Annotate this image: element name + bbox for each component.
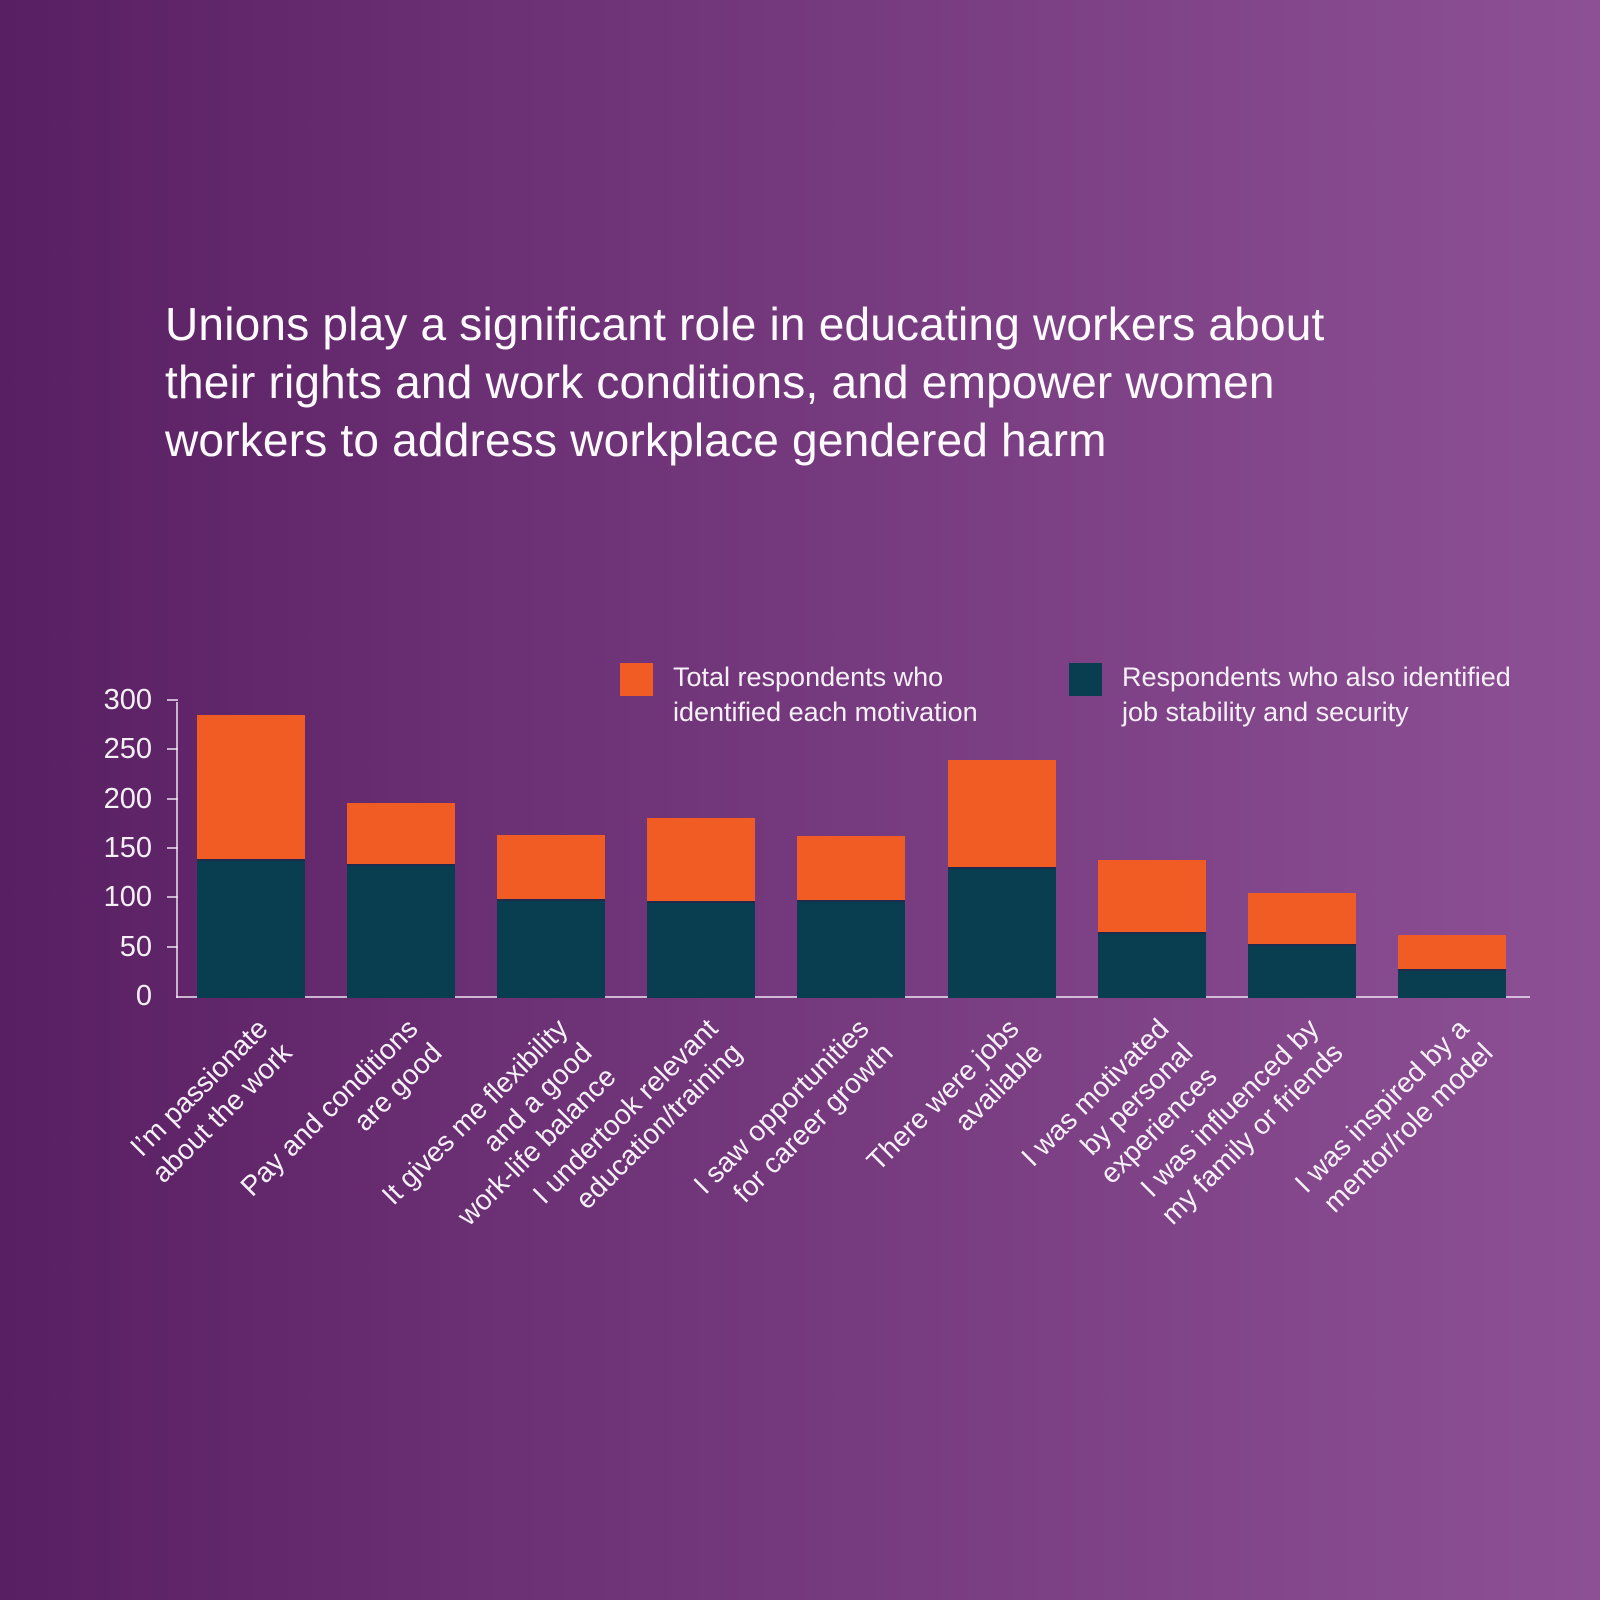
bar-segment-total — [1247, 893, 1356, 944]
bar-segment-total — [1397, 934, 1506, 970]
y-tick-label: 250 — [103, 733, 152, 766]
y-tick-label: 300 — [103, 684, 152, 716]
y-tick-mark — [167, 896, 178, 899]
bar-segment-total — [647, 818, 756, 902]
bar-chart-plot-area — [176, 702, 1527, 998]
bar-segment-subset — [1397, 969, 1506, 998]
bar-4 — [626, 702, 776, 998]
bar-5 — [776, 702, 926, 998]
bar-3 — [476, 702, 626, 998]
y-tick-mark — [167, 945, 178, 948]
y-tick-mark — [167, 847, 178, 849]
bar-6 — [927, 702, 1077, 998]
bar-segment-total — [347, 802, 456, 864]
bar-segment-total — [497, 835, 606, 900]
legend-label-total: Total respondents who identified each mo… — [673, 662, 978, 727]
bar-segment-total — [797, 836, 906, 901]
bar-segment-subset — [197, 858, 306, 998]
bar-segment-total — [947, 760, 1056, 867]
legend-swatch-total — [620, 663, 653, 696]
bar-segment-subset — [1247, 943, 1356, 998]
y-tick-label: 200 — [103, 782, 152, 815]
y-tick-mark — [167, 797, 178, 800]
bar-segment-subset — [647, 901, 756, 998]
bar-segment-subset — [947, 866, 1056, 998]
bar-segment-total — [197, 714, 306, 859]
bar-8 — [1227, 702, 1377, 998]
legend-item-subset: Respondents who also identified job stab… — [1069, 660, 1511, 730]
bar-1 — [176, 702, 326, 998]
y-tick-mark — [167, 748, 178, 751]
bar-segment-total — [1097, 859, 1206, 932]
bar-segment-subset — [497, 899, 606, 998]
y-tick-mark — [167, 699, 178, 701]
legend-swatch-subset — [1069, 663, 1102, 696]
bar-2 — [326, 702, 476, 998]
y-tick-label: 150 — [103, 832, 152, 864]
bar-segment-subset — [1097, 931, 1206, 998]
y-axis-line — [176, 702, 178, 998]
legend-label-subset: Respondents who also identified job stab… — [1122, 662, 1511, 727]
y-tick-label: 0 — [135, 980, 152, 1012]
y-tick-label: 50 — [119, 930, 152, 963]
bar-segment-subset — [797, 900, 906, 998]
bar-7 — [1077, 702, 1227, 998]
chart-title: Unions play a significant role in educat… — [165, 298, 1325, 466]
bar-9 — [1377, 702, 1527, 998]
legend-item-total: Total respondents who identified each mo… — [620, 660, 978, 730]
y-tick-label: 100 — [103, 881, 152, 914]
bar-segment-subset — [347, 863, 456, 998]
